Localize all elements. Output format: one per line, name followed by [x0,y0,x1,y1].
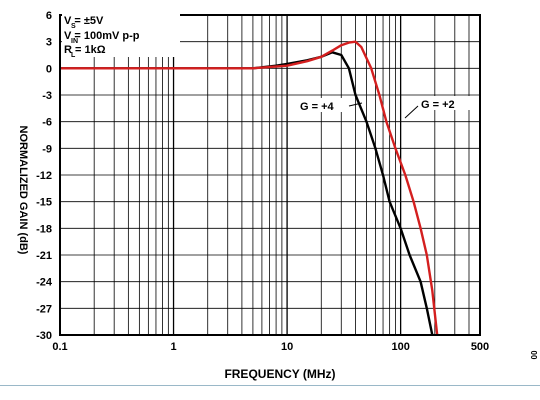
annotation-g4: G = +4 [297,98,363,113]
condition-rl-sub: L [71,52,76,59]
y-tick-label: -3 [42,90,52,102]
annotation-g2-label: G = +2 [421,99,455,111]
condition-vs-sub: S [71,23,76,30]
y-tick-label: -15 [36,197,52,209]
y-tick-label: -9 [42,143,52,155]
annotation-g4-label: G = +4 [300,101,335,113]
x-tick-label: 0.1 [52,341,67,353]
series-group [60,40,439,336]
x-axis-label: FREQUENCY (MHz) [224,367,335,381]
plot-frame [59,14,481,336]
y-tick-label: -21 [36,250,52,262]
grid [60,15,480,335]
y-tick-label: 6 [46,10,52,22]
y-axis-label: NORMALIZED GAIN (dB) [17,126,29,255]
y-tick-label: -6 [42,117,52,129]
y-tick-label: -24 [36,277,53,289]
y-tick-label: 3 [46,37,52,49]
x-tick-label: 100 [391,341,409,353]
annotation-g4-leader [348,102,363,107]
y-tick-label: -27 [36,303,52,315]
y-tick-label: -18 [36,223,52,235]
bottom-rule [0,385,540,386]
annotation-g2: G = +2 [404,96,470,119]
condition-vin-sub: IN [71,38,78,45]
condition-vs: V = ±5V [64,15,104,27]
y-tick-label: -30 [36,330,52,342]
x-tick-label: 10 [281,341,293,353]
y-tick-label: 0 [46,63,52,75]
condition-rl: R = 1kΩ [64,44,106,56]
tick-labels: 6 3 0 -3 -6 -9 -12 -15 -18 -21 -24 -27 -300.1 1 10 100 5… [36,10,489,353]
figure-id: 00 [529,351,538,360]
x-tick-label: 500 [471,341,489,353]
conditions-box: V = ±5V S V = 100mV p-p IN R = 1kΩ L [62,12,180,59]
condition-vin: V = 100mV p-p [64,30,140,42]
x-tick-label: 1 [170,341,176,353]
series-line-g2 [60,40,439,336]
annotation-g2-leader [404,105,419,119]
y-tick-label: -12 [36,170,52,182]
